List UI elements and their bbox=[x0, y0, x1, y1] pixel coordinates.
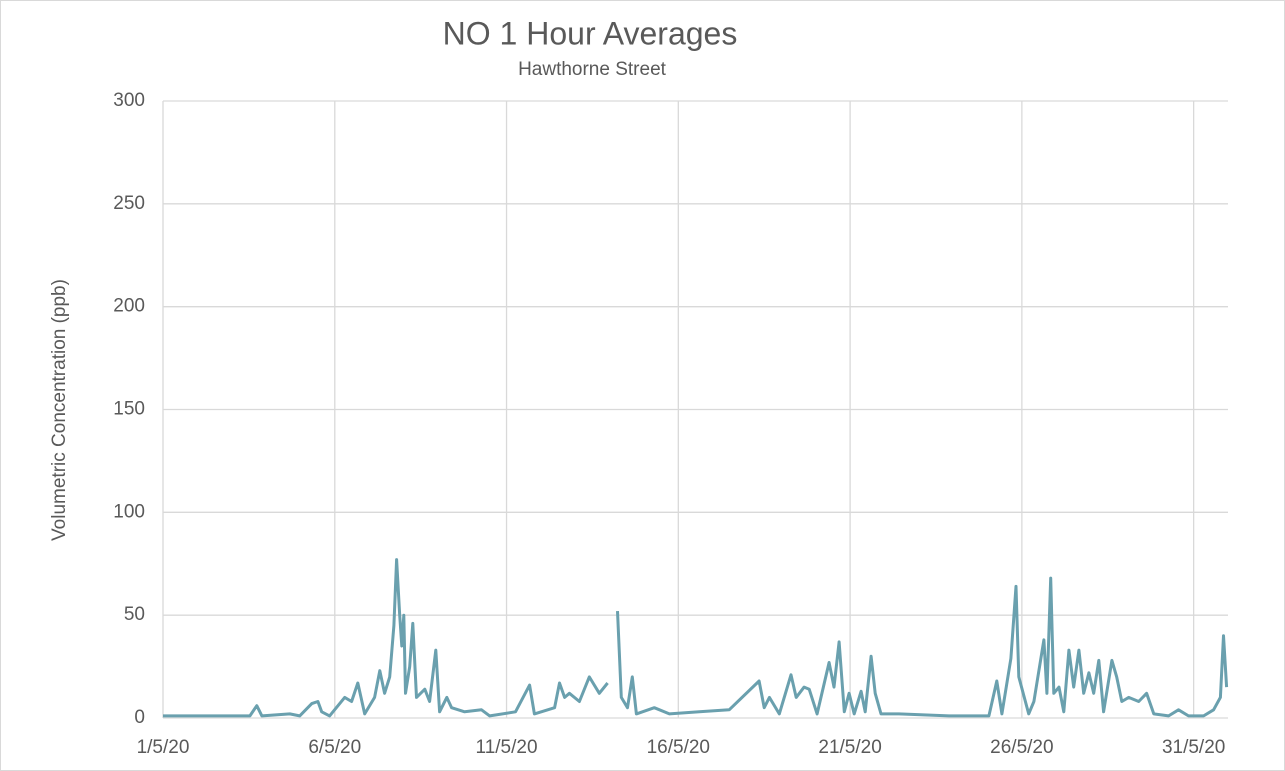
y-tick-label: 300 bbox=[113, 90, 145, 111]
x-tick-label: 6/5/20 bbox=[308, 737, 361, 758]
x-tick-label: 31/5/20 bbox=[1162, 737, 1225, 758]
x-tick-label: 11/5/20 bbox=[476, 737, 538, 758]
y-tick-label: 250 bbox=[113, 193, 145, 214]
chart-title: NO 1 Hour Averages bbox=[443, 15, 738, 51]
y-tick-label: 100 bbox=[113, 501, 145, 522]
x-tick-label: 1/5/20 bbox=[137, 737, 190, 758]
x-tick-label: 21/5/20 bbox=[818, 737, 881, 758]
x-tick-label: 16/5/20 bbox=[647, 737, 710, 758]
y-tick-label: 50 bbox=[124, 604, 145, 625]
y-tick-label: 0 bbox=[134, 707, 145, 728]
y-tick-label: 200 bbox=[113, 296, 145, 317]
x-tick-label: 26/5/20 bbox=[990, 737, 1053, 758]
y-axis-label: Volumetric Concentration (ppb) bbox=[49, 279, 70, 541]
chart-subtitle: Hawthorne Street bbox=[518, 59, 667, 80]
y-tick-label: 150 bbox=[113, 399, 145, 420]
data-line bbox=[163, 558, 1229, 718]
